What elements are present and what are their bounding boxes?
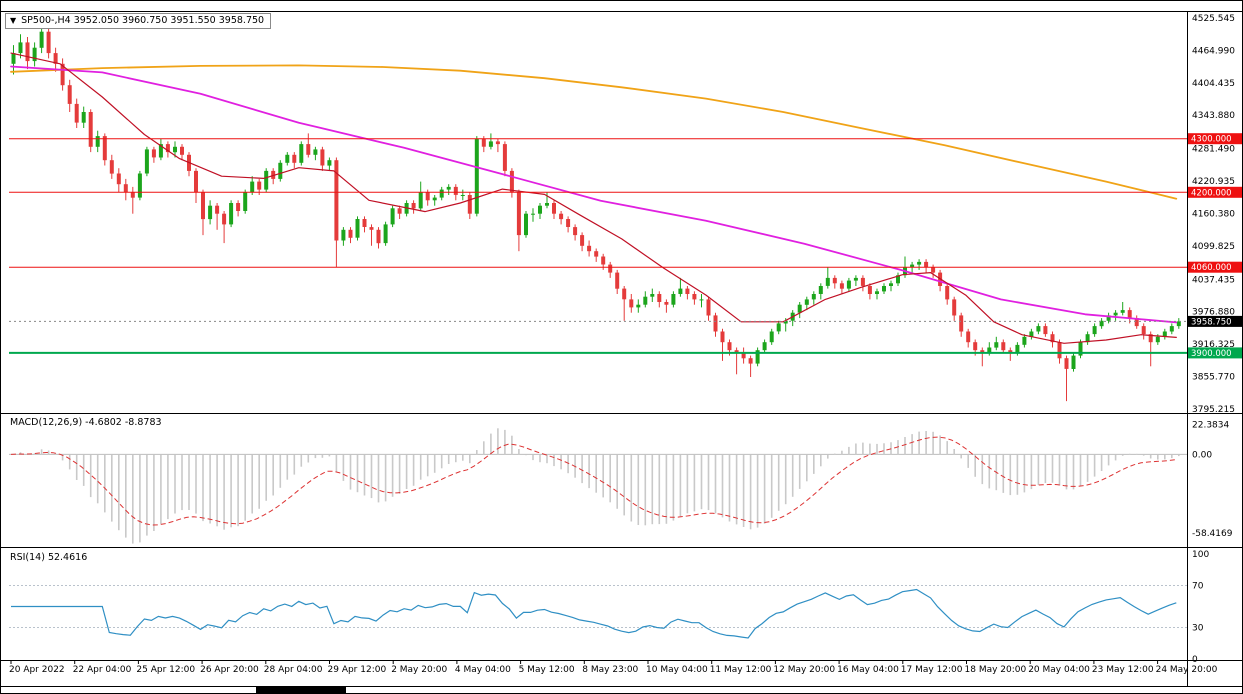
time-axis-label: 16 May 04:00 [837, 665, 899, 675]
price-axis-tick: 4525.545 [1192, 14, 1235, 24]
time-axis-label: 26 Apr 20:00 [200, 665, 259, 675]
ma-slow-line [10, 64, 1178, 200]
time-axis-label: 22 Apr 04:00 [72, 665, 132, 675]
rsi-axis-tick: 30 [1192, 624, 1204, 634]
price-axis-tick: 4343.880 [1192, 111, 1235, 121]
macd-indicator-label: MACD(12,26,9) -4.6802 -8.8783 [10, 417, 162, 428]
time-axis-label: 28 Apr 04:00 [263, 665, 323, 675]
macd-layer: 22.3834 0.00 -58.4169 [9, 420, 1233, 544]
time-axis-label: 11 May 12:00 [709, 665, 772, 675]
time-axis-label: 8 May 23:00 [582, 665, 639, 675]
price-tag-label: 3900.000 [1191, 349, 1232, 359]
price-axis-tick: 4404.435 [1192, 79, 1235, 89]
price-axis-tick: 3855.770 [1192, 373, 1235, 383]
price-tag[interactable] [1188, 133, 1243, 145]
macd-axis-tick: 0.00 [1192, 450, 1212, 460]
rsi-layer: 100 70 30 0 [9, 550, 1209, 665]
time-axis-label: 12 May 20:00 [773, 665, 836, 675]
chart-dropdown-icon[interactable]: ▼ [10, 15, 17, 25]
time-axis-label: 10 May 04:00 [646, 665, 708, 675]
time-axis-label: 25 Apr 12:00 [136, 665, 196, 675]
price-tag[interactable] [1188, 347, 1243, 359]
rsi-indicator-label: RSI(14) 52.4616 [10, 552, 88, 563]
time-axis-label: 4 May 04:00 [454, 665, 511, 675]
hline-layer[interactable] [9, 138, 1187, 354]
time-axis-label: 17 May 12:00 [900, 665, 963, 675]
horizontal-scrollbar[interactable] [1, 687, 1242, 693]
price-axis-tick: 3916.325 [1192, 340, 1235, 350]
price-axis-tick: 3795.215 [1192, 405, 1235, 415]
price-tag-label: 4200.000 [1191, 188, 1232, 198]
price-axis-ticks: 4525.545 4464.990 4404.435 4343.880 4281.490… [1192, 14, 1235, 415]
time-axis-label: 5 May 12:00 [518, 665, 575, 675]
price-tag[interactable] [1188, 315, 1243, 327]
symbol-ohlc-label: SP500-,H4 3952.050 3960.750 3951.550 395… [21, 15, 265, 26]
time-axis-label: 20 May 04:00 [1028, 665, 1090, 675]
time-axis[interactable]: 20 Apr 2022 22 Apr 04:00 25 Apr 12:00 26 Ap… [1, 662, 1217, 686]
time-axis-label: 29 Apr 12:00 [327, 665, 387, 675]
price-axis-tick: 4160.380 [1192, 210, 1235, 220]
rsi-axis-tick: 0 [1192, 655, 1198, 665]
price-axis-tick: 4464.990 [1192, 46, 1235, 56]
time-axis-label: 24 May 20:00 [1155, 665, 1218, 675]
panel-borders [1, 11, 1242, 687]
price-axis-tick: 4037.435 [1192, 275, 1235, 285]
rsi-axis-tick: 100 [1192, 550, 1209, 560]
time-axis-label: 2 May 20:00 [391, 665, 448, 675]
price-tag[interactable] [1188, 261, 1243, 273]
rsi-axis-tick: 70 [1192, 582, 1204, 592]
macd-axis-tick: 22.3834 [1192, 420, 1229, 430]
price-tag[interactable] [1188, 186, 1243, 198]
time-axis-label: 18 May 20:00 [964, 665, 1027, 675]
price-tag-label: 3958.750 [1191, 317, 1232, 327]
price-tag-label: 4300.000 [1191, 135, 1232, 145]
price-axis-tick: 4220.935 [1192, 177, 1235, 187]
price-axis[interactable] [1188, 11, 1242, 686]
price-tags: 4300.000 4200.000 4060.000 3900.000 3958.750 [1188, 133, 1243, 359]
time-axis-label: 20 Apr 2022 [9, 665, 65, 675]
price-axis-tick: 4099.825 [1192, 242, 1235, 252]
ma-mid-line [10, 65, 1178, 324]
price-axis-tick: 3976.880 [1192, 308, 1235, 318]
macd-axis-tick: -58.4169 [1192, 529, 1233, 539]
candles-layer [11, 18, 1181, 402]
price-axis-tick: 4281.490 [1192, 145, 1235, 155]
ma-fast-line [10, 52, 1177, 344]
price-tag-label: 4060.000 [1191, 263, 1232, 273]
symbol-ohlc-box: ▼ SP500-,H4 3952.050 3960.750 3951.550 3… [5, 13, 272, 29]
time-axis-label: 23 May 12:00 [1091, 665, 1154, 675]
scrollbar-thumb[interactable] [256, 687, 346, 693]
